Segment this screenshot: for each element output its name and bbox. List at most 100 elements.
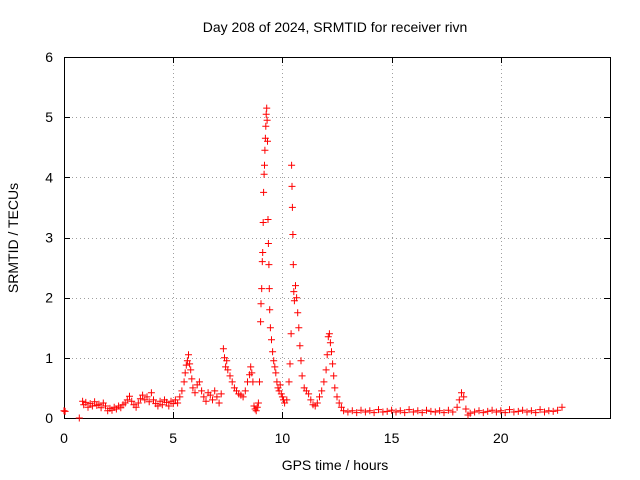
data-point xyxy=(249,378,257,386)
data-point xyxy=(466,409,474,417)
y-tick-label: 5 xyxy=(45,109,53,125)
data-point xyxy=(211,387,219,395)
data-point xyxy=(296,342,304,350)
data-point xyxy=(136,395,144,403)
data-point xyxy=(283,396,291,404)
data-point xyxy=(344,408,352,416)
data-point xyxy=(123,396,131,404)
data-point xyxy=(329,360,337,368)
data-point xyxy=(219,345,227,353)
data-point xyxy=(260,170,268,178)
data-point xyxy=(178,387,186,395)
data-point xyxy=(549,407,557,415)
data-point xyxy=(147,389,155,397)
data-point xyxy=(266,324,274,332)
data-point xyxy=(460,393,468,401)
data-point xyxy=(506,406,513,414)
data-point xyxy=(497,407,505,415)
data-point xyxy=(265,285,273,293)
data-point xyxy=(158,401,166,409)
y-tick-label: 2 xyxy=(45,290,53,306)
data-point xyxy=(292,282,299,290)
data-point xyxy=(84,403,92,411)
data-point xyxy=(289,231,297,238)
data-point xyxy=(423,406,430,414)
data-point xyxy=(224,366,232,374)
data-point xyxy=(254,399,262,407)
data-point xyxy=(353,409,361,417)
data-point xyxy=(250,402,258,410)
data-point xyxy=(449,408,457,416)
data-point xyxy=(215,399,223,407)
data-point xyxy=(541,408,548,416)
data-point xyxy=(295,324,303,332)
data-point xyxy=(270,357,278,365)
data-point xyxy=(61,407,69,415)
data-point xyxy=(545,407,553,415)
y-axis-label: SRMTID / TECUs xyxy=(5,183,21,293)
data-point xyxy=(198,387,206,395)
data-point xyxy=(462,405,470,413)
data-point xyxy=(75,414,83,422)
data-point xyxy=(458,389,465,397)
data-point xyxy=(318,387,326,395)
data-point xyxy=(554,406,562,414)
data-point xyxy=(262,122,270,130)
data-point xyxy=(259,249,267,256)
data-point xyxy=(200,393,208,401)
data-point xyxy=(375,406,382,414)
data-point xyxy=(444,406,452,414)
chart-title: Day 208 of 2024, SRMTID for receiver riv… xyxy=(203,19,468,35)
data-point xyxy=(401,409,409,417)
data-point xyxy=(126,392,133,400)
data-point xyxy=(260,188,268,196)
data-point xyxy=(258,258,266,266)
y-tick-label: 4 xyxy=(45,169,53,185)
data-point xyxy=(213,393,221,401)
tick-label-layer: 0 5 10 15 20 0 1 2 3 4 5 6 xyxy=(45,49,509,446)
data-point xyxy=(266,306,274,314)
data-point xyxy=(264,240,272,247)
data-point xyxy=(510,408,518,416)
data-point xyxy=(361,408,369,416)
tick-layer xyxy=(64,57,610,419)
data-point xyxy=(163,398,171,406)
data-point xyxy=(488,406,496,414)
x-tick-label: 20 xyxy=(493,430,509,446)
data-point xyxy=(418,409,426,417)
data-point xyxy=(150,396,157,404)
data-point xyxy=(471,408,479,416)
data-point xyxy=(128,397,136,405)
marker-layer xyxy=(60,104,566,422)
data-point xyxy=(405,406,413,414)
data-point xyxy=(501,409,509,417)
data-point xyxy=(209,396,216,404)
data-point xyxy=(176,393,184,401)
data-point xyxy=(328,348,335,356)
data-point xyxy=(383,407,391,415)
data-point xyxy=(288,203,296,211)
y-tick-label: 6 xyxy=(45,49,53,65)
data-point xyxy=(313,399,321,407)
data-point xyxy=(206,391,214,399)
data-point xyxy=(396,407,404,415)
data-point xyxy=(392,408,400,416)
data-point xyxy=(492,408,500,416)
data-point xyxy=(223,357,231,365)
data-point xyxy=(261,161,268,169)
data-point xyxy=(436,407,444,415)
data-point xyxy=(191,389,199,397)
data-point xyxy=(145,398,153,406)
data-point xyxy=(320,378,328,386)
data-point xyxy=(297,357,305,365)
y-tick-label: 1 xyxy=(45,350,53,366)
data-point xyxy=(259,219,267,226)
x-tick-label: 5 xyxy=(169,430,177,446)
data-point xyxy=(298,372,306,380)
data-point xyxy=(532,409,540,417)
data-point xyxy=(268,336,275,344)
data-point xyxy=(132,403,140,411)
data-point xyxy=(202,397,210,405)
data-point xyxy=(217,390,225,398)
data-point xyxy=(287,330,295,338)
